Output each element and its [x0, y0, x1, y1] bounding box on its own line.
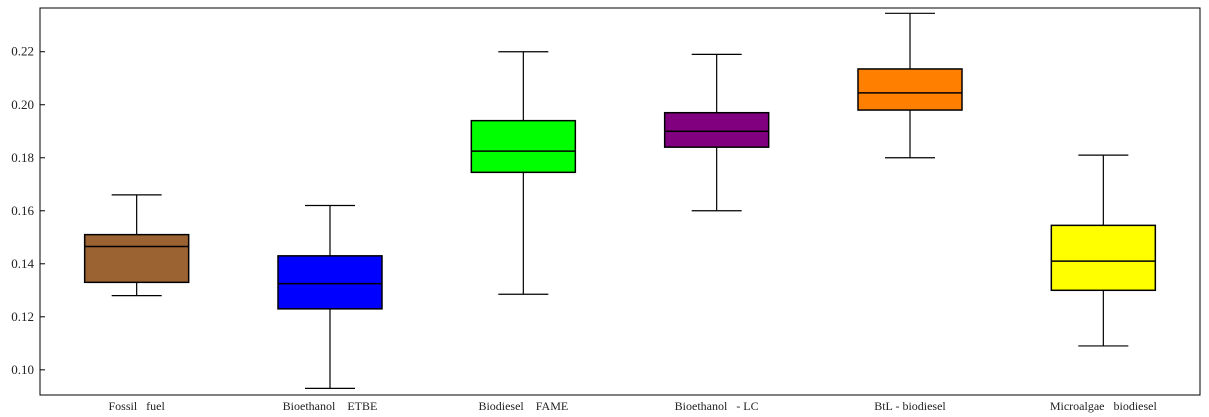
- box-body: [83, 233, 190, 284]
- plot-frame: [39, 7, 1201, 396]
- y-tick-label: 0.16: [11, 203, 34, 218]
- box-1: [277, 204, 383, 389]
- box-body: [277, 255, 383, 310]
- box-0: [83, 194, 190, 297]
- box-3: [663, 53, 770, 212]
- box-body: [1050, 224, 1157, 292]
- x-axis: Fossil fuel Bioethanol ETBE Biodiesel FAME…: [108, 399, 1157, 413]
- box-4: [857, 12, 963, 159]
- y-tick-label: 0.18: [11, 150, 34, 165]
- box-series: [83, 12, 1157, 389]
- x-category-label: BtL - biodiesel: [874, 399, 946, 413]
- y-tick-label: 0.22: [11, 44, 34, 59]
- x-category-label: Microalgae biodiesel: [1050, 399, 1158, 413]
- x-category-label: Biodiesel FAME: [478, 399, 568, 413]
- y-tick-label: 0.10: [11, 362, 34, 377]
- y-axis: 0.10 0.12 0.14 0.16 0.18 0.20 0.22: [11, 44, 45, 377]
- x-category-label: Bioethanol - LC: [675, 399, 759, 413]
- y-tick-label: 0.14: [11, 256, 34, 271]
- y-tick-label: 0.20: [11, 97, 34, 112]
- x-category-label: Fossil fuel: [108, 399, 165, 413]
- box-body: [470, 119, 577, 174]
- x-category-label: Bioethanol ETBE: [283, 399, 378, 413]
- y-tick-label: 0.12: [11, 309, 34, 324]
- box-body: [857, 68, 963, 111]
- box-2: [470, 51, 577, 295]
- box-body: [663, 111, 770, 148]
- box-5: [1050, 154, 1157, 347]
